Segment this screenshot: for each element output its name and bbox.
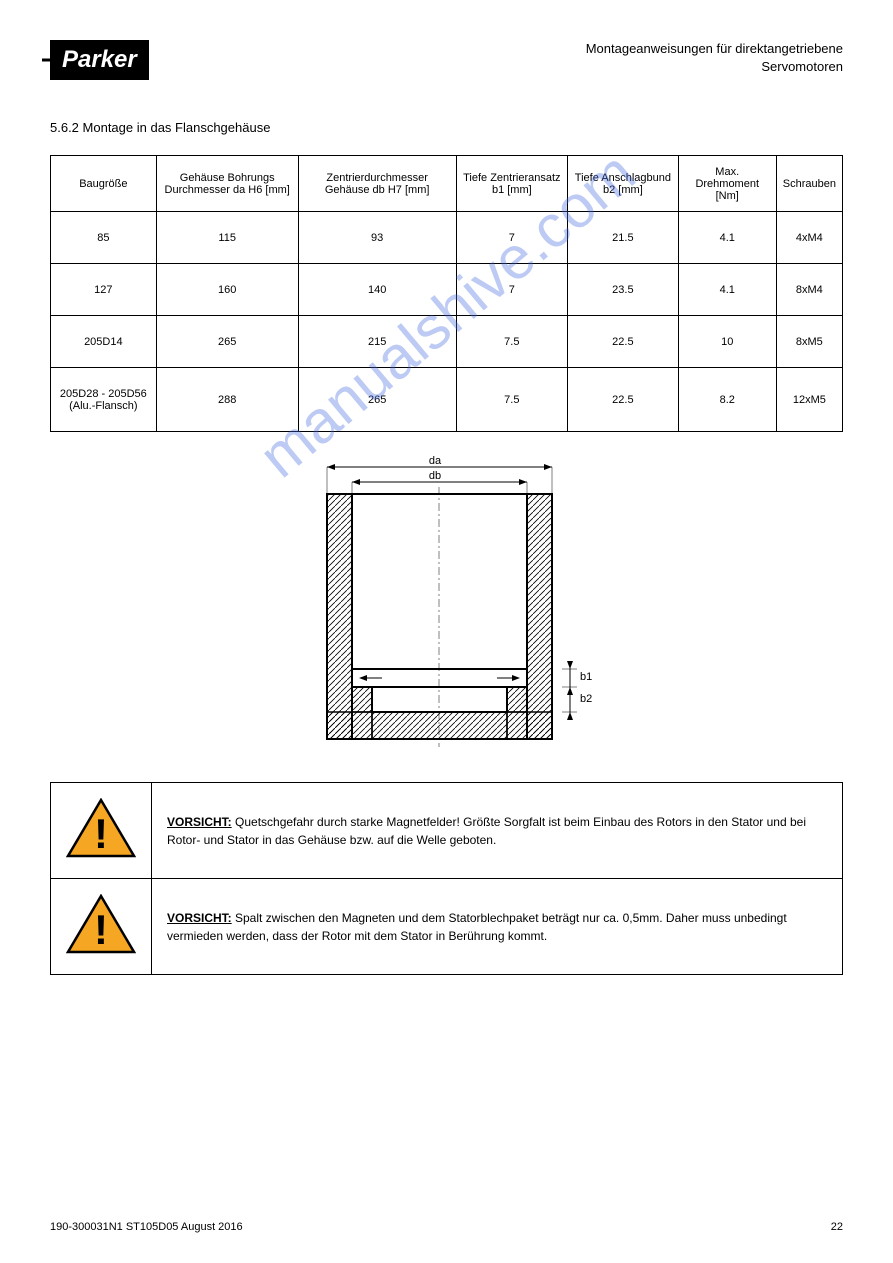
table-row: 85 115 93 7 21.5 4.1 4xM4 [51,212,843,264]
footer-left: 190-300031N1 ST105D05 August 2016 [50,1221,243,1233]
warning-body: Quetschgefahr durch starke Magnetfelder!… [167,815,806,847]
flange-diagram-svg: da db [287,452,607,752]
table-row: 205D14 265 215 7.5 22.5 10 8xM5 [51,316,843,368]
table-cell: 7.5 [456,316,567,368]
specifications-table: Baugröße Gehäuse Bohrungs Durchmesser da… [50,155,843,432]
table-cell: 8xM4 [776,264,842,316]
warning-body: Spalt zwischen den Magneten und dem Stat… [167,911,787,943]
parker-logo: Parker [50,40,149,80]
col-header: Gehäuse Bohrungs Durchmesser da H6 [mm] [156,156,298,212]
footer-right: 22 [831,1221,843,1233]
svg-text:!: ! [94,810,108,857]
table-cell: 205D28 - 205D56 (Alu.-Flansch) [51,368,157,432]
subtitle-line-2: Servomotoren [586,58,843,76]
table-cell: 127 [51,264,157,316]
table-cell: 22.5 [568,368,679,432]
warning-row: ! VORSICHT: Spalt zwischen den Magneten … [51,879,843,975]
page-footer: 190-300031N1 ST105D05 August 2016 22 [50,1221,843,1233]
table-cell: 8.2 [678,368,776,432]
col-header: Baugröße [51,156,157,212]
table-header-row: Baugröße Gehäuse Bohrungs Durchmesser da… [51,156,843,212]
header-row: Parker Montageanweisungen für direktange… [50,40,843,90]
warnings-table: ! VORSICHT: Quetschgefahr durch starke M… [50,782,843,975]
svg-text:!: ! [94,906,108,953]
table-cell: 160 [156,264,298,316]
warning-icon: ! [66,894,136,956]
technical-diagram: da db [287,452,607,752]
warning-text-cell: VORSICHT: Quetschgefahr durch starke Mag… [152,783,843,879]
table-cell: 4.1 [678,212,776,264]
table-cell: 140 [298,264,456,316]
warning-icon: ! [66,798,136,860]
table-cell: 10 [678,316,776,368]
table-cell: 8xM5 [776,316,842,368]
table-cell: 4xM4 [776,212,842,264]
table-cell: 85 [51,212,157,264]
table-cell: 7 [456,264,567,316]
subtitle-line-1: Montageanweisungen für direktangetrieben… [586,40,843,58]
table-cell: 288 [156,368,298,432]
warning-title: VORSICHT: [167,815,232,829]
warning-text: VORSICHT: Quetschgefahr durch starke Mag… [167,813,827,849]
table-cell: 12xM5 [776,368,842,432]
table-cell: 7 [456,212,567,264]
table-cell: 265 [156,316,298,368]
table-cell: 265 [298,368,456,432]
table-cell: 93 [298,212,456,264]
warning-text-cell: VORSICHT: Spalt zwischen den Magneten un… [152,879,843,975]
warning-row: ! VORSICHT: Quetschgefahr durch starke M… [51,783,843,879]
table-cell: 205D14 [51,316,157,368]
table-cell: 22.5 [568,316,679,368]
table-cell: 7.5 [456,368,567,432]
col-header: Max. Drehmoment [Nm] [678,156,776,212]
table-cell: 4.1 [678,264,776,316]
table-row: 127 160 140 7 23.5 4.1 8xM4 [51,264,843,316]
table-cell: 215 [298,316,456,368]
diagram-label-b2: b2 [580,693,592,705]
table-cell: 23.5 [568,264,679,316]
col-header: Tiefe Anschlagbund b2 [mm] [568,156,679,212]
section-title: 5.6.2 Montage in das Flanschgehäuse [50,120,843,135]
warning-text: VORSICHT: Spalt zwischen den Magneten un… [167,909,827,945]
diagram-label-da: da [428,455,441,467]
table-cell: 115 [156,212,298,264]
col-header: Tiefe Zentrieransatz b1 [mm] [456,156,567,212]
col-header: Zentrierdurchmesser Gehäuse db H7 [mm] [298,156,456,212]
diagram-label-b1: b1 [580,671,592,683]
table-cell: 21.5 [568,212,679,264]
header-subtitle: Montageanweisungen für direktangetrieben… [586,40,843,76]
warning-title: VORSICHT: [167,911,232,925]
table-row: 205D28 - 205D56 (Alu.-Flansch) 288 265 7… [51,368,843,432]
warning-icon-cell: ! [51,783,152,879]
diagram-label-db: db [428,470,440,482]
col-header: Schrauben [776,156,842,212]
warning-icon-cell: ! [51,879,152,975]
